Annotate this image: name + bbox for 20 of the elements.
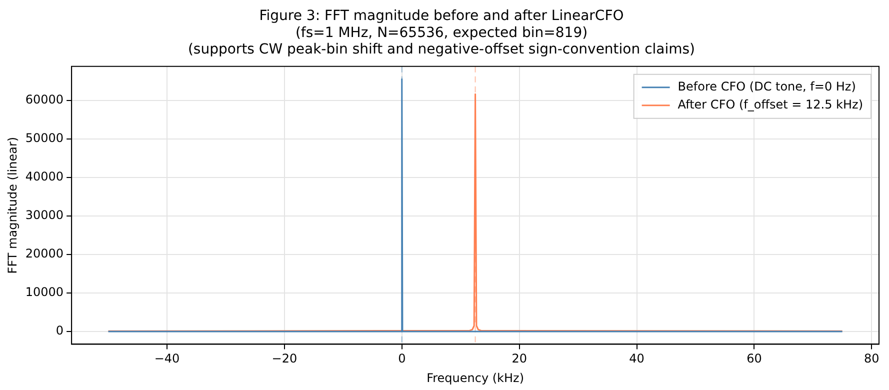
chart-title: Figure 3: FFT magnitude before and after LinearCFO [259,8,624,24]
x-tick-label: 60 [746,352,762,366]
x-tick-label: −20 [272,352,298,366]
y-tick-label: 10000 [25,285,64,300]
x-tick-label: −40 [154,352,180,366]
x-tick-label: 20 [512,352,527,366]
chart-subtitle: (fs=1 MHz, N=65536, expected bin=819) (supports CW peak-bin shift and negative-offset sign-convention claims) [188,24,696,58]
y-tick-label: 60000 [25,92,64,106]
x-tick-label: 0 [398,352,406,366]
y-tick-label: 30000 [25,208,64,222]
y-tick-label: 0 [56,324,64,338]
y-tick-label: 40000 [25,169,64,184]
y-tick-label: 20000 [25,246,64,261]
y-axis-title: FFT magnitude (linear) [5,136,20,274]
x-axis-title: Frequency (kHz) [426,370,524,385]
x-tick-label: 80 [864,352,880,366]
x-tick-label: 40 [629,352,644,366]
legend-label: After CFO (f_offset = 12.5 kHz) [678,98,864,112]
legend-label: Before CFO (DC tone, f=0 Hz) [678,80,856,94]
y-tick-label: 50000 [25,130,64,145]
